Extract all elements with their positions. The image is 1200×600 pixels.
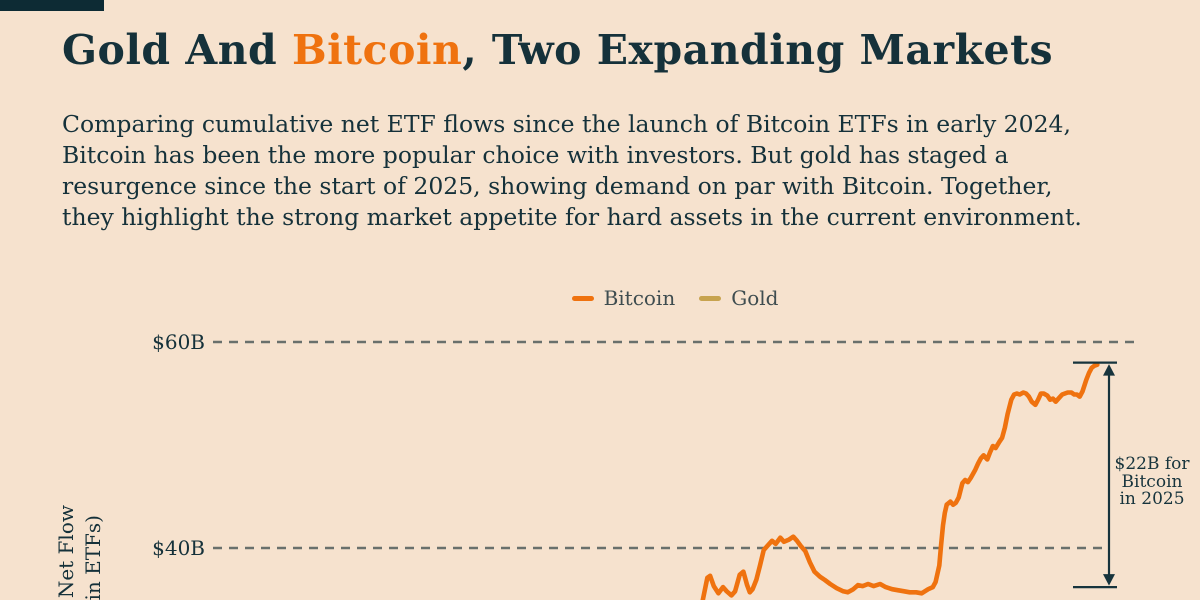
arrow-up-icon [1103,364,1115,376]
bitcoin-line [700,362,1100,600]
y-axis-tick-40b: $40B [152,536,205,560]
annotation-line-2: Bitcoin [1121,471,1183,492]
page-title: Gold And Bitcoin, Two Expanding Markets [62,24,1053,76]
logo-bar [0,0,104,11]
bitcoin-swatch-icon [571,295,594,301]
title-highlight-bitcoin: Bitcoin [291,26,463,74]
description-line-4: they highlight the strong market appetit… [62,203,1082,231]
gold-swatch-icon [699,295,722,301]
description-paragraph: Comparing cumulative net ETF flows since… [62,109,1172,233]
y-axis-tick-60b: $60B [152,330,205,354]
description-line-2: Bitcoin has been the more popular choice… [62,141,1009,169]
title-prefix: Gold And [62,26,292,74]
annotation-line-1: $22B for [1114,454,1190,474]
annotation-22b-bitcoin-2025: $22B for Bitcoin in 2025 [1110,454,1194,509]
description-line-3: resurgence since the start of 2025, show… [62,172,1053,200]
legend-item-gold: Gold [699,286,778,310]
arrow-down-icon [1103,574,1115,586]
legend-label-gold: Gold [731,286,779,310]
description-line-1: Comparing cumulative net ETF flows since… [62,110,1071,138]
chart-legend: Bitcoin Gold [213,286,1137,310]
legend-item-bitcoin: Bitcoin [571,286,676,310]
title-suffix: , Two Expanding Markets [462,26,1054,74]
legend-label-bitcoin: Bitcoin [603,286,676,310]
annotation-line-3: in 2025 [1119,489,1185,509]
